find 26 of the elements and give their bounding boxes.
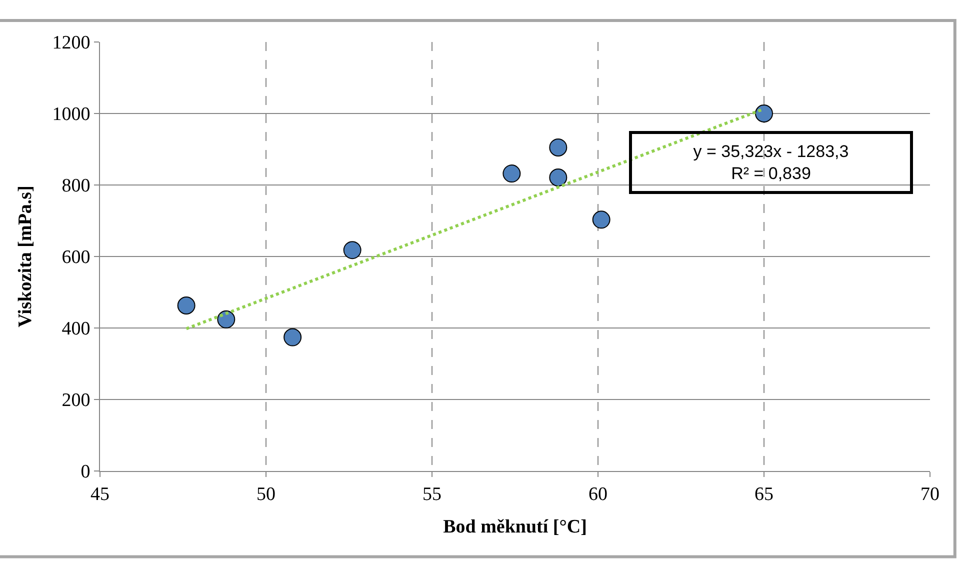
annotation: y = 35,323x - 1283,3 (693, 142, 849, 161)
point (502, 164, 521, 183)
y-axis-title: Viskozita [mPa.s] (15, 186, 36, 328)
y-tick-label: 600 (62, 247, 90, 268)
point (592, 210, 610, 229)
x-axis-title: Bod měknutí [°C] (443, 516, 587, 538)
x-tick-label: 70 (920, 484, 940, 505)
point (549, 138, 568, 156)
x-tick-label: 50 (256, 484, 276, 505)
point (284, 328, 302, 346)
point (177, 296, 196, 314)
annotation: R² = 0,839 (731, 164, 811, 184)
y-tick-label: 1200 (52, 32, 90, 54)
x-tick-label: 55 (422, 484, 442, 505)
y-tick-label: 400 (62, 318, 90, 340)
y-tick-label: 200 (62, 390, 90, 412)
y-tick-label: 800 (62, 176, 90, 197)
x-tick-label: 45 (90, 484, 110, 505)
point (217, 310, 236, 328)
point (549, 168, 568, 186)
y-tick-label: 1000 (52, 104, 90, 126)
point (755, 104, 773, 122)
point (343, 241, 362, 260)
x-tick-label: 60 (588, 484, 608, 505)
x-tick-label: 65 (754, 484, 774, 505)
y-tick-label: 0 (80, 462, 90, 483)
